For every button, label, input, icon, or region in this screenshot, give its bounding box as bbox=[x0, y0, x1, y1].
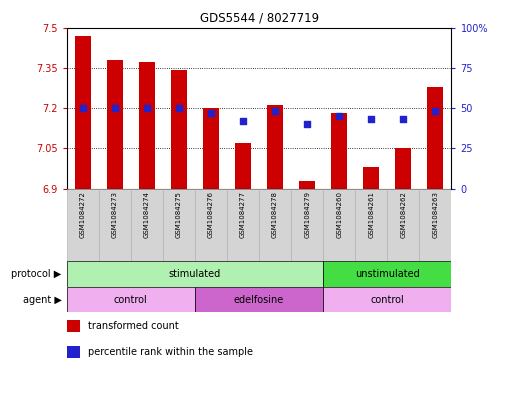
Point bbox=[431, 108, 440, 114]
Text: control: control bbox=[114, 295, 148, 305]
Bar bbox=[195, 189, 227, 261]
Point bbox=[303, 121, 311, 127]
Bar bbox=[139, 62, 155, 189]
Bar bbox=[396, 149, 411, 189]
Bar bbox=[323, 189, 355, 261]
Text: transformed count: transformed count bbox=[88, 321, 179, 331]
Point bbox=[399, 116, 407, 123]
Bar bbox=[195, 287, 323, 312]
Bar bbox=[131, 189, 163, 261]
Text: GSM1084273: GSM1084273 bbox=[112, 191, 118, 238]
Bar bbox=[203, 108, 219, 189]
Bar bbox=[323, 261, 451, 287]
Point bbox=[207, 110, 215, 116]
Bar bbox=[227, 189, 259, 261]
Text: GSM1084272: GSM1084272 bbox=[80, 191, 86, 238]
Text: GSM1084277: GSM1084277 bbox=[240, 191, 246, 238]
Bar bbox=[75, 36, 91, 189]
Bar bbox=[427, 86, 443, 189]
Bar bbox=[299, 181, 315, 189]
Point bbox=[367, 116, 376, 123]
Point bbox=[271, 108, 279, 114]
Bar bbox=[323, 287, 451, 312]
Bar bbox=[331, 114, 347, 189]
Bar bbox=[259, 189, 291, 261]
Text: GSM1084261: GSM1084261 bbox=[368, 191, 374, 238]
Bar bbox=[67, 287, 195, 312]
Text: control: control bbox=[370, 295, 404, 305]
Text: edelfosine: edelfosine bbox=[234, 295, 284, 305]
Text: GSM1084263: GSM1084263 bbox=[432, 191, 439, 238]
Text: protocol ▶: protocol ▶ bbox=[11, 269, 62, 279]
Point bbox=[335, 113, 343, 119]
Bar bbox=[267, 105, 283, 189]
Bar bbox=[67, 261, 323, 287]
Text: unstimulated: unstimulated bbox=[355, 269, 420, 279]
Point bbox=[111, 105, 119, 111]
Bar bbox=[67, 189, 98, 261]
Bar bbox=[67, 320, 80, 332]
Bar bbox=[387, 189, 420, 261]
Text: GSM1084279: GSM1084279 bbox=[304, 191, 310, 238]
Text: percentile rank within the sample: percentile rank within the sample bbox=[88, 347, 253, 357]
Title: GDS5544 / 8027719: GDS5544 / 8027719 bbox=[200, 12, 319, 25]
Text: stimulated: stimulated bbox=[169, 269, 221, 279]
Text: GSM1084278: GSM1084278 bbox=[272, 191, 278, 238]
Point bbox=[78, 105, 87, 111]
Text: GSM1084275: GSM1084275 bbox=[176, 191, 182, 238]
Bar bbox=[163, 189, 195, 261]
Bar bbox=[363, 167, 379, 189]
Text: GSM1084262: GSM1084262 bbox=[400, 191, 406, 238]
Text: agent ▶: agent ▶ bbox=[23, 295, 62, 305]
Bar bbox=[67, 346, 80, 358]
Text: GSM1084276: GSM1084276 bbox=[208, 191, 214, 238]
Bar bbox=[355, 189, 387, 261]
Text: GSM1084274: GSM1084274 bbox=[144, 191, 150, 238]
Bar bbox=[98, 189, 131, 261]
Point bbox=[239, 118, 247, 124]
Point bbox=[143, 105, 151, 111]
Bar bbox=[107, 60, 123, 189]
Bar bbox=[291, 189, 323, 261]
Bar bbox=[171, 70, 187, 189]
Point bbox=[175, 105, 183, 111]
Text: GSM1084260: GSM1084260 bbox=[336, 191, 342, 238]
Bar bbox=[420, 189, 451, 261]
Bar bbox=[235, 143, 251, 189]
